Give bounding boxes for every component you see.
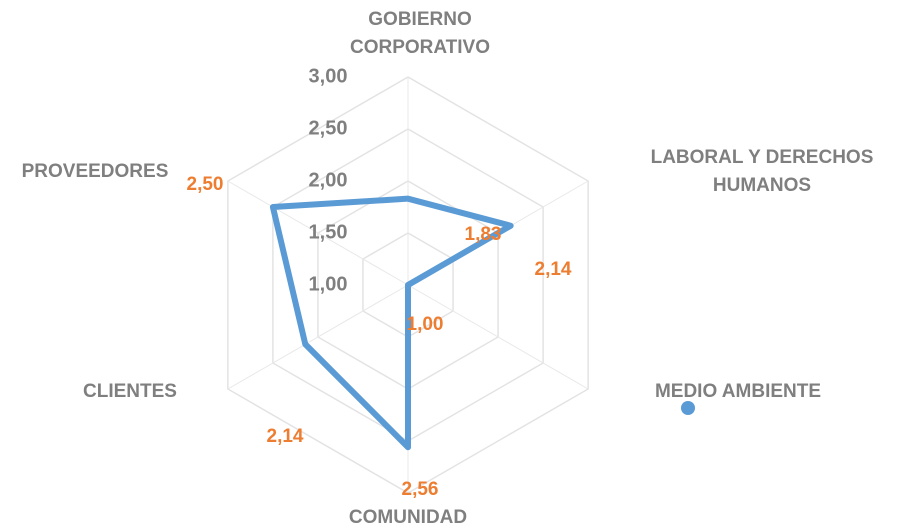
r-tick-label: 1,00 xyxy=(309,273,348,295)
data-label: 1,00 xyxy=(407,314,444,335)
category-label: LABORAL Y DERECHOS HUMANOS xyxy=(650,147,874,196)
category-label: GOBIERNO CORPORATIVO xyxy=(349,9,491,58)
category-label: MEDIO AMBIENTE xyxy=(654,381,822,402)
category-label: CLIENTES xyxy=(83,381,177,402)
r-tick-label: 3,00 xyxy=(309,65,348,87)
r-tick-label: 2,50 xyxy=(309,117,348,139)
r-tick-label: 1,50 xyxy=(309,221,348,243)
data-label: 2,14 xyxy=(267,426,304,447)
series-line xyxy=(269,195,514,451)
category-label: COMUNIDAD xyxy=(348,507,468,528)
data-label: 2,50 xyxy=(187,174,224,195)
data-label: 2,14 xyxy=(535,259,572,280)
data-label: 2,56 xyxy=(402,479,439,500)
spoke xyxy=(407,284,589,390)
spoke xyxy=(227,180,409,286)
data-label: 1,83 xyxy=(465,224,502,245)
category-label: PROVEEDORES xyxy=(21,161,169,182)
legend-marker xyxy=(681,401,695,415)
spoke xyxy=(227,284,409,390)
r-tick-label: 2,00 xyxy=(309,169,348,191)
